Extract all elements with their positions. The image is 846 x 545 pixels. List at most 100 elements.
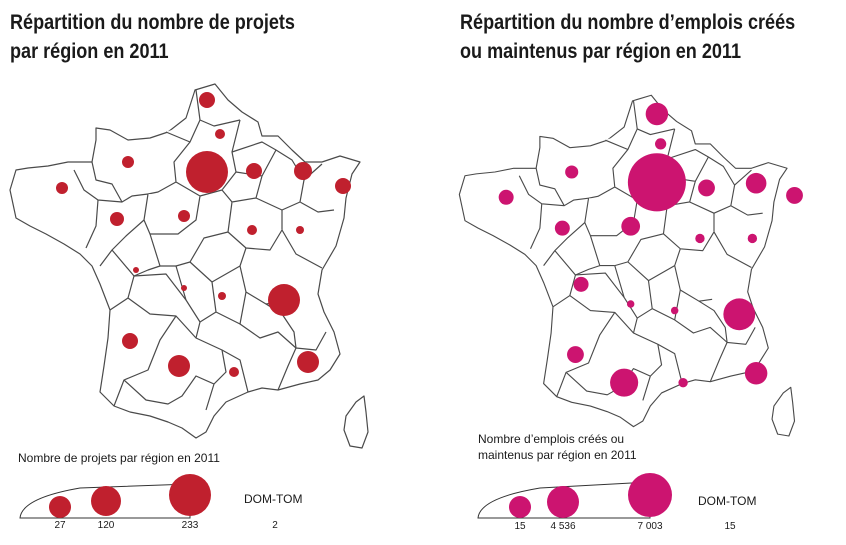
region-bubble xyxy=(181,285,187,291)
region-bubble xyxy=(567,346,584,363)
jobs-title-line-2: ou maintenus par région en 2011 xyxy=(460,40,742,63)
legend-bubble-large xyxy=(628,473,672,517)
region-bubble xyxy=(786,186,803,204)
region-bubble xyxy=(655,138,667,150)
region-line xyxy=(627,261,675,282)
region-line xyxy=(85,199,99,249)
region-bubble xyxy=(178,210,190,222)
legend-title-line-1: Nombre d’emplois créés ou xyxy=(478,432,625,446)
legend-bubble-medium xyxy=(547,486,579,518)
legend-value-large: 7 003 xyxy=(637,521,663,532)
region-bubble xyxy=(626,300,635,308)
region-bubble xyxy=(621,216,641,236)
region-bubble xyxy=(297,351,319,373)
region-line xyxy=(277,347,297,391)
legend-bubble-small xyxy=(509,496,531,518)
region-bubble xyxy=(678,377,688,388)
region-bubble xyxy=(670,306,679,315)
region-bubble xyxy=(122,333,138,349)
projects-map-title: Répartition du nombre de projets par rég… xyxy=(10,8,295,66)
region-bubble xyxy=(554,220,570,236)
legend-wedge xyxy=(477,481,651,519)
region-line xyxy=(255,197,283,211)
region-line xyxy=(99,219,145,267)
region-line xyxy=(642,344,663,401)
dom-tom-value: 15 xyxy=(724,521,736,532)
corsica xyxy=(343,395,369,449)
legend-title-line-2: maintenus par région en 2011 xyxy=(478,448,637,462)
region-line xyxy=(588,149,629,199)
projects-map-panel: Répartition du nombre de projets par rég… xyxy=(9,8,369,531)
region-bubble xyxy=(110,212,124,226)
region-bubble xyxy=(218,292,226,300)
region-bubble xyxy=(247,225,257,235)
jobs-map-panel: Répartition du nombre d’emplois créés ou… xyxy=(450,0,846,545)
region-line xyxy=(239,323,297,349)
region-bubble xyxy=(565,165,579,179)
jobs-title-line-1: Répartition du nombre d’emplois créés xyxy=(460,11,796,34)
region-line xyxy=(554,250,600,276)
jobs-map-title: Répartition du nombre d’emplois créés ou… xyxy=(460,8,795,66)
projects-legend-bubbles xyxy=(19,474,211,519)
region-line xyxy=(175,231,229,267)
projects-title-line-2: par région en 2011 xyxy=(10,40,169,63)
region-bubble xyxy=(186,151,228,193)
region-bubble xyxy=(747,233,758,244)
projects-france-map xyxy=(9,83,369,449)
region-bubble xyxy=(133,267,139,273)
region-line xyxy=(299,179,335,213)
legend-wedge xyxy=(19,483,191,519)
legend-bubble-small xyxy=(49,496,71,518)
legend-value-large: 233 xyxy=(181,520,199,531)
projects-legend-title: Nombre de projets par région en 2011 xyxy=(18,450,220,466)
jobs-bubbles xyxy=(498,102,803,397)
region-line xyxy=(123,375,215,405)
region-bubble xyxy=(744,362,768,385)
region-line xyxy=(175,265,201,339)
region-bubble xyxy=(745,172,767,194)
region-bubble xyxy=(229,367,239,377)
region-line xyxy=(133,273,187,301)
region-bubble xyxy=(246,163,262,179)
region-line xyxy=(111,249,161,277)
legend-bubble-large xyxy=(169,474,211,516)
region-bubble xyxy=(268,284,300,316)
region-line xyxy=(221,175,263,203)
projects-region-borders xyxy=(9,83,369,449)
region-line xyxy=(575,272,625,298)
region-bubble xyxy=(698,179,715,197)
region-line xyxy=(670,156,752,186)
projects-title-line-1: Répartition du nombre de projets xyxy=(10,11,295,34)
dom-tom-value: 2 xyxy=(272,520,278,531)
region-line xyxy=(231,141,277,153)
jobs-france-map xyxy=(458,94,803,437)
region-line xyxy=(709,342,728,382)
region-bubble xyxy=(498,189,514,205)
region-bubble xyxy=(294,162,312,180)
legend-bubble-medium xyxy=(91,486,121,516)
region-bubble xyxy=(573,276,589,292)
region-bubble xyxy=(296,226,304,234)
jobs-legend-title: Nombre d’emplois créés ou maintenus par … xyxy=(478,431,637,463)
region-line xyxy=(205,349,227,411)
jobs-legend-bubbles xyxy=(477,473,672,519)
region-line xyxy=(713,205,752,268)
legend-value-medium: 120 xyxy=(97,520,115,531)
region-line xyxy=(143,193,201,235)
legend-value-small: 27 xyxy=(54,520,66,531)
region-line xyxy=(91,161,123,203)
region-line xyxy=(674,319,728,343)
corsica xyxy=(771,386,796,437)
region-bubble xyxy=(122,156,134,168)
region-bubble xyxy=(56,182,68,194)
legend-value-medium: 4 536 xyxy=(550,521,576,532)
region-bubble xyxy=(695,233,705,244)
region-line xyxy=(614,265,638,334)
legend-title-line-1: Nombre de projets par région en 2011 xyxy=(18,451,220,465)
region-bubble xyxy=(723,298,756,331)
region-bubble xyxy=(627,153,686,212)
legend-value-small: 15 xyxy=(514,521,526,532)
region-line xyxy=(667,148,709,160)
region-line xyxy=(730,185,763,216)
region-bubble xyxy=(645,102,669,126)
